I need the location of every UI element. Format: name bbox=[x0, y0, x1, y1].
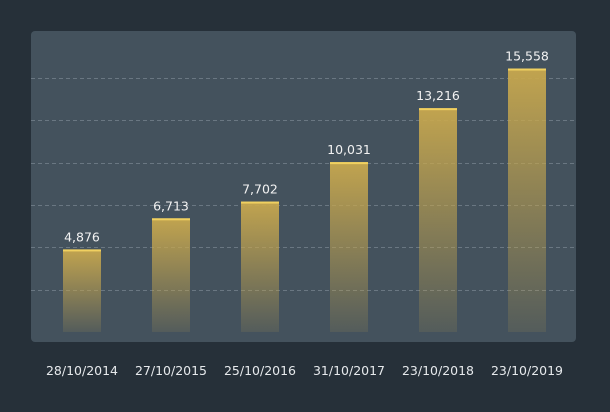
bar bbox=[508, 68, 546, 332]
bar-top-edge bbox=[241, 201, 279, 204]
x-tick-label: 27/10/2015 bbox=[135, 363, 207, 378]
x-tick-label: 28/10/2014 bbox=[46, 363, 118, 378]
bar-group bbox=[63, 249, 101, 332]
data-label: 15,558 bbox=[505, 49, 549, 64]
data-label: 7,702 bbox=[242, 182, 278, 197]
x-tick-label: 23/10/2019 bbox=[491, 363, 563, 378]
bar bbox=[63, 249, 101, 332]
plot-area bbox=[31, 31, 576, 342]
bar-top-edge bbox=[330, 162, 368, 165]
data-label: 10,031 bbox=[327, 142, 371, 157]
bar-top-edge bbox=[508, 68, 546, 71]
bar-top-edge bbox=[419, 108, 457, 111]
x-tick-label: 31/10/2017 bbox=[313, 363, 385, 378]
x-axis-ticks: 28/10/2014 27/10/2015 25/10/2016 31/10/2017… bbox=[46, 363, 563, 378]
bar bbox=[419, 108, 457, 332]
bar-group bbox=[241, 201, 279, 332]
bar bbox=[330, 162, 368, 332]
bar-group bbox=[152, 218, 190, 332]
x-tick-label: 23/10/2018 bbox=[402, 363, 474, 378]
bar bbox=[241, 201, 279, 332]
data-labels: 4,876 6,713 7,702 10,031 13,216 15,558 bbox=[64, 49, 549, 245]
bar-group bbox=[508, 68, 546, 332]
bar-group bbox=[330, 162, 368, 332]
bar-group bbox=[419, 108, 457, 332]
bar-top-edge bbox=[63, 249, 101, 252]
bar bbox=[152, 218, 190, 332]
x-tick-label: 25/10/2016 bbox=[224, 363, 296, 378]
data-label: 13,216 bbox=[416, 88, 460, 103]
data-label: 6,713 bbox=[153, 198, 189, 213]
bar-top-edge bbox=[152, 218, 190, 221]
bars bbox=[63, 68, 546, 332]
data-label: 4,876 bbox=[64, 229, 100, 244]
